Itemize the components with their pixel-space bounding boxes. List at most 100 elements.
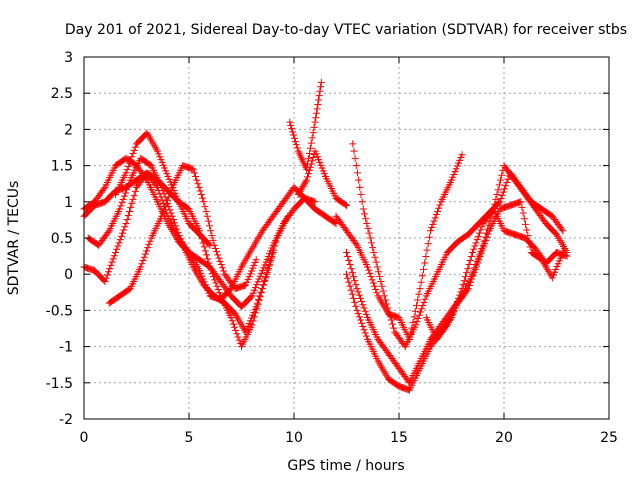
- data-point: [364, 224, 372, 232]
- data-point: [127, 203, 135, 211]
- data-point: [497, 176, 504, 184]
- data-point: [119, 229, 126, 237]
- data-point: [360, 210, 368, 218]
- data-point: [424, 240, 432, 248]
- data-point: [114, 242, 122, 250]
- data-point: [288, 125, 296, 133]
- data-point: [388, 320, 396, 328]
- data-point: [129, 150, 137, 158]
- data-point: [261, 277, 269, 285]
- x-tick-label: 20: [495, 430, 513, 446]
- data-point: [350, 294, 357, 302]
- data-point: [117, 202, 125, 210]
- data-point: [264, 265, 272, 273]
- data-point: [365, 229, 373, 237]
- data-point: [290, 131, 298, 139]
- data-point: [308, 134, 316, 142]
- data-point: [120, 192, 128, 200]
- data-point: [343, 248, 350, 256]
- data-point: [423, 246, 431, 254]
- data-point: [130, 146, 138, 154]
- data-point: [139, 257, 147, 265]
- data-point: [472, 239, 480, 247]
- data-point: [343, 201, 350, 209]
- data-point: [474, 232, 482, 240]
- data-point: [345, 257, 353, 265]
- y-axis-label: SDTVAR / TECUs: [6, 181, 22, 296]
- data-point: [343, 270, 350, 278]
- data-point: [189, 165, 197, 173]
- data-point: [306, 144, 314, 152]
- data-point: [304, 155, 312, 163]
- grid-layer: [84, 57, 609, 419]
- data-point: [519, 209, 527, 217]
- data-point: [178, 238, 186, 246]
- data-point: [190, 169, 198, 177]
- data-point: [473, 236, 481, 244]
- data-point: [260, 281, 268, 289]
- data-point: [414, 314, 422, 322]
- data-point: [380, 292, 388, 300]
- data-point: [498, 191, 506, 199]
- data-point: [416, 308, 424, 316]
- data-point: [248, 321, 256, 329]
- data-point: [521, 220, 529, 228]
- data-point: [463, 269, 471, 277]
- data-point: [259, 285, 266, 293]
- data-point: [358, 319, 366, 327]
- data-point: [364, 263, 371, 271]
- data-point: [144, 244, 152, 252]
- data-point: [472, 262, 480, 270]
- data-point: [413, 302, 420, 310]
- data-point: [113, 245, 121, 253]
- data-point: [559, 248, 567, 256]
- data-point: [122, 220, 130, 228]
- data-point: [192, 172, 200, 180]
- data-point: [262, 273, 270, 281]
- data-point: [475, 256, 483, 264]
- data-point: [252, 309, 259, 317]
- data-point: [502, 182, 510, 190]
- data-point: [220, 267, 228, 275]
- data-point: [315, 92, 323, 100]
- data-point: [427, 227, 434, 235]
- series-track-12: [332, 151, 466, 343]
- data-point: [421, 295, 429, 303]
- tick-layer: 0 5 10 15 20 25 -2 -1.5 -1 -0.5 0 0.5 1 1.5 2 2.5 3: [46, 50, 618, 446]
- data-point: [302, 178, 310, 186]
- data-point: [377, 277, 385, 285]
- data-point: [271, 242, 279, 250]
- data-point: [208, 232, 216, 240]
- data-point: [137, 263, 145, 271]
- data-point: [419, 302, 427, 310]
- y-tick-label: -2: [59, 412, 73, 428]
- data-point: [362, 215, 370, 223]
- data-point: [123, 166, 131, 174]
- data-point: [287, 121, 295, 129]
- data-point: [212, 279, 220, 287]
- y-tick-label: 2: [64, 122, 73, 138]
- data-point: [207, 227, 215, 235]
- data-point: [119, 195, 127, 203]
- data-point: [499, 188, 507, 196]
- data-point: [390, 324, 398, 332]
- data-point: [354, 288, 362, 296]
- data-point: [524, 232, 532, 240]
- data-point: [159, 209, 167, 217]
- data-point: [247, 293, 255, 301]
- data-point: [481, 240, 489, 248]
- data-point: [418, 305, 426, 313]
- data-point: [107, 261, 115, 269]
- data-point: [353, 169, 361, 177]
- data-point: [228, 317, 236, 325]
- data-point: [352, 162, 360, 170]
- data-point: [200, 243, 208, 251]
- data-point: [430, 217, 438, 225]
- data-point: [217, 261, 225, 269]
- series-track-3: [84, 154, 292, 336]
- data-point: [106, 265, 114, 273]
- data-point: [418, 272, 426, 280]
- data-point: [331, 219, 339, 227]
- data-point: [205, 259, 213, 267]
- data-point: [129, 195, 137, 203]
